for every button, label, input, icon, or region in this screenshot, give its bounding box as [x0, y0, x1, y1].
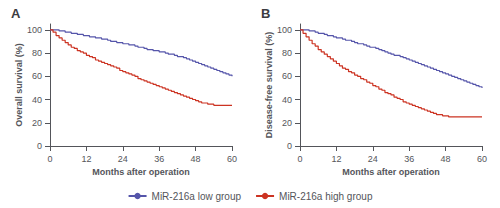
svg-text:60: 60	[477, 154, 487, 164]
svg-text:Disease-free survival (%): Disease-free survival (%)	[264, 32, 274, 139]
svg-text:24: 24	[118, 154, 128, 164]
svg-text:60: 60	[282, 71, 292, 81]
svg-text:100: 100	[27, 25, 42, 35]
svg-text:60: 60	[32, 71, 42, 81]
svg-text:80: 80	[32, 48, 42, 58]
svg-text:60: 60	[227, 154, 237, 164]
svg-text:12: 12	[331, 154, 341, 164]
svg-text:Months after operation: Months after operation	[342, 167, 440, 177]
svg-text:12: 12	[81, 154, 91, 164]
svg-text:80: 80	[282, 48, 292, 58]
svg-text:48: 48	[441, 154, 451, 164]
svg-text:100: 100	[277, 25, 292, 35]
svg-text:0: 0	[47, 154, 52, 164]
svg-text:0: 0	[297, 154, 302, 164]
svg-text:40: 40	[282, 95, 292, 105]
svg-text:24: 24	[368, 154, 378, 164]
svg-text:36: 36	[154, 154, 164, 164]
svg-text:40: 40	[32, 95, 42, 105]
svg-text:48: 48	[191, 154, 201, 164]
svg-text:A: A	[11, 6, 21, 21]
svg-text:B: B	[261, 6, 270, 21]
svg-text:0: 0	[287, 141, 292, 151]
svg-text:MiR-216a low group: MiR-216a low group	[152, 191, 242, 202]
svg-text:0: 0	[37, 141, 42, 151]
svg-text:MiR-216a high group: MiR-216a high group	[279, 191, 373, 202]
svg-text:20: 20	[32, 118, 42, 128]
svg-text:36: 36	[404, 154, 414, 164]
svg-text:Months after operation: Months after operation	[92, 167, 190, 177]
svg-text:20: 20	[282, 118, 292, 128]
svg-text:Overall survival (%): Overall survival (%)	[14, 43, 24, 127]
